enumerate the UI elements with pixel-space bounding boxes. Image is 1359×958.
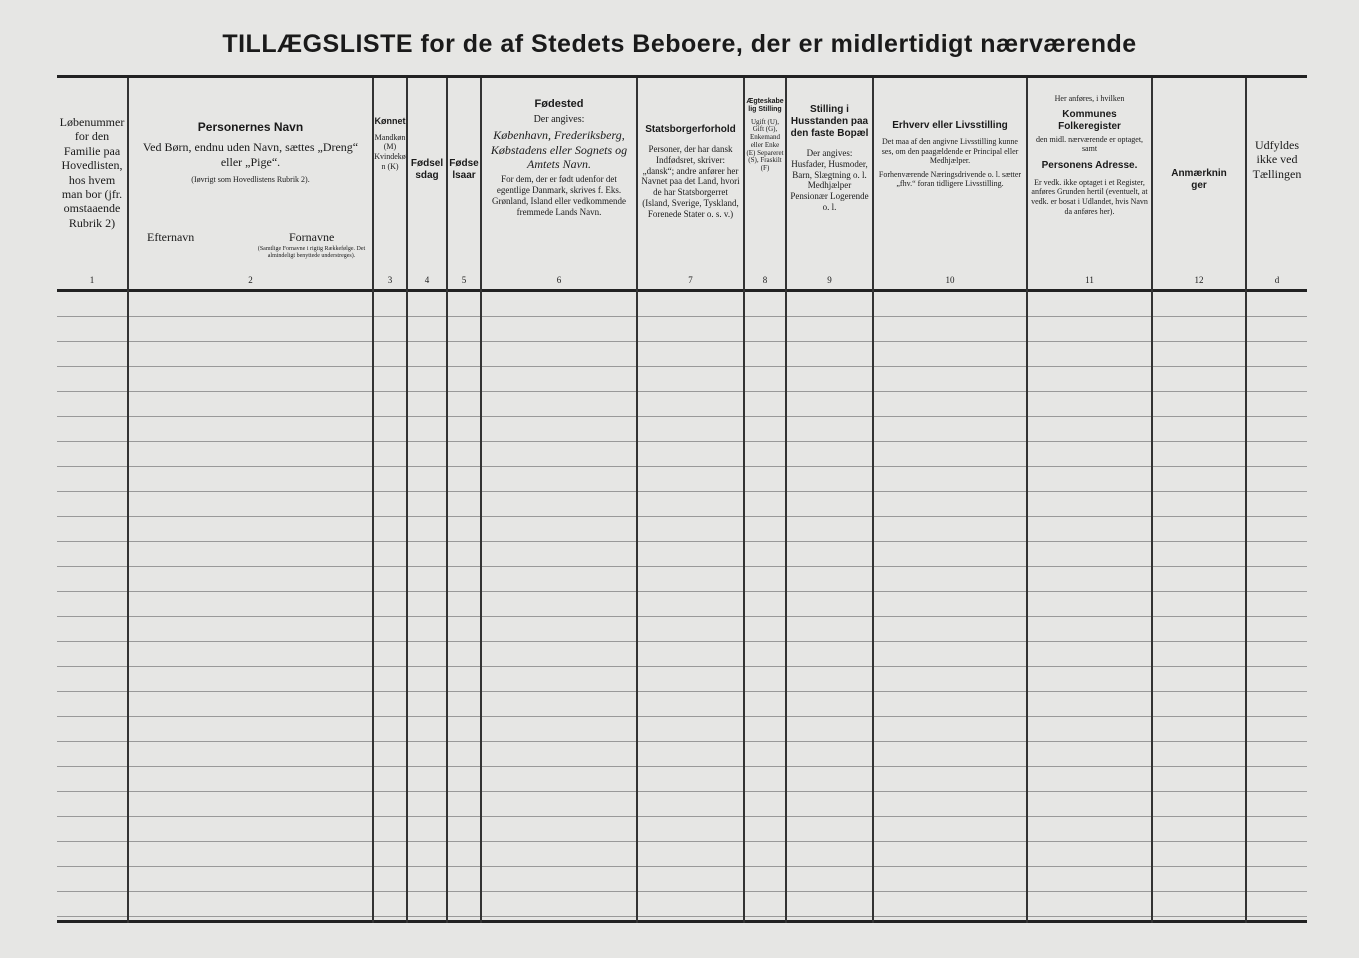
column-number: d	[1274, 275, 1280, 286]
column-text: Ugift (U), Gift (G), Enkemand eller Enke…	[746, 117, 784, 172]
column-heading: Stilling i Husstanden paa den faste Bopæ…	[790, 104, 869, 139]
column-heading: Kønnet	[374, 116, 406, 126]
column-text: Mandkøn (M) Kvindekøn (K)	[374, 132, 406, 171]
column-number: 8	[762, 275, 768, 286]
column-number: 9	[827, 275, 832, 286]
column-header-10: Erhverv eller Livsstilling Det maa af de…	[874, 80, 1026, 288]
column-divider	[636, 78, 638, 923]
column-heading: Ægteskabelig Stilling	[746, 98, 784, 114]
column-divider	[785, 78, 787, 923]
column-text: Der angives: Husfader, Husmoder, Barn, S…	[790, 148, 869, 212]
form-title: TILLÆGSLISTE for de af Stedets Beboere, …	[222, 30, 1137, 58]
column-header-11: Her anføres, i hvilken Kommunes Folkereg…	[1028, 80, 1151, 288]
column-divider	[872, 78, 874, 923]
column-header-9: Stilling i Husstanden paa den faste Bopæ…	[787, 80, 872, 288]
column-pre-text: Her anføres, i hvilken	[1054, 94, 1125, 103]
column-heading: Personernes Navn	[197, 120, 304, 134]
column-heading: Fødselsdag	[410, 158, 444, 181]
column-header-6: Fødested Der angives: København, Frederi…	[482, 80, 636, 288]
column-heading: Fødselsaar	[449, 158, 479, 181]
column-heading: Erhverv eller Livsstilling	[892, 120, 1008, 131]
column-number: 4	[424, 275, 430, 286]
column-number: 10	[945, 275, 955, 286]
subheading-fornavne: Fornavne	[289, 230, 335, 244]
column-italic-text: København, Frederiksberg, Købstadens ell…	[490, 128, 628, 171]
column-header-3: Kønnet Mandkøn (M) Kvindekøn (K) 3	[374, 80, 406, 288]
column-header-8: Ægteskabelig Stilling Ugift (U), Gift (G…	[745, 80, 785, 288]
column-text: Det maa af den angivne Livsstilling kunn…	[881, 137, 1019, 166]
column-note: (Iøvrigt som Hovedlistens Rubrik 2).	[191, 175, 310, 185]
column-divider	[480, 78, 482, 923]
column-note: Forhenværende Næringsdrivende o. l. sætt…	[878, 169, 1022, 189]
column-text: Udfyldes ikke ved Tællingen	[1252, 138, 1302, 181]
column-header-2: Personernes Navn Ved Børn, endnu uden Na…	[129, 80, 372, 288]
column-text: Løbenummer for den Familie paa Hovedlist…	[59, 115, 125, 230]
column-text: Der angives:	[533, 114, 585, 126]
subheading-efternavn: Efternavn	[147, 230, 195, 244]
column-header-1: Løbenummer for den Familie paa Hovedlist…	[57, 80, 127, 288]
column-number: 7	[688, 275, 693, 286]
column-header-d: Udfyldes ikke ved Tællingen d	[1247, 80, 1307, 288]
column-divider	[743, 78, 745, 923]
column-number: 3	[387, 275, 393, 286]
entry-rows[interactable]	[57, 292, 1307, 920]
column-heading: Statsborgerforhold	[645, 124, 736, 135]
column-divider	[1151, 78, 1153, 923]
column-header-12: Anmærkninger 12	[1153, 80, 1245, 288]
column-divider	[406, 78, 408, 923]
column-heading: Fødested	[534, 98, 584, 110]
column-text: den midl. nærværende er optaget, samt	[1035, 134, 1144, 154]
fornavne-note: (Samtlige Fornavne i rigtig Rækkefølge. …	[257, 246, 366, 259]
column-number: 6	[556, 275, 562, 286]
column-number: 11	[1085, 275, 1094, 286]
column-heading-2: Personens Adresse.	[1041, 159, 1138, 171]
column-note: For dem, der er født udenfor det egentli…	[492, 174, 626, 217]
column-divider	[127, 78, 129, 923]
column-divider	[446, 78, 448, 923]
column-header-5: Fødselsaar 5	[448, 80, 480, 288]
column-number: 12	[1194, 275, 1204, 286]
column-number: 2	[248, 275, 253, 286]
header-bottom-rule	[57, 289, 1307, 292]
column-heading: Anmærkninger	[1171, 168, 1227, 191]
column-divider	[1026, 78, 1028, 923]
column-header-4: Fødselsdag 4	[408, 80, 446, 288]
table-bottom-rule	[57, 920, 1307, 923]
column-number: 1	[89, 275, 95, 286]
column-divider	[372, 78, 374, 923]
column-header-7: Statsborgerforhold Personer, der har dan…	[638, 80, 743, 288]
column-number: 5	[461, 275, 467, 286]
column-heading: Kommunes Folkeregister	[1058, 108, 1121, 132]
column-text: Personer, der har dansk Indfødsret, skri…	[641, 144, 740, 219]
column-divider	[1245, 78, 1247, 923]
header-top-rule	[57, 75, 1307, 78]
column-text: Ved Børn, endnu uden Navn, sættes „Dreng…	[142, 140, 359, 169]
column-note: Er vedk. ikke optaget i et Register, anf…	[1031, 177, 1148, 216]
